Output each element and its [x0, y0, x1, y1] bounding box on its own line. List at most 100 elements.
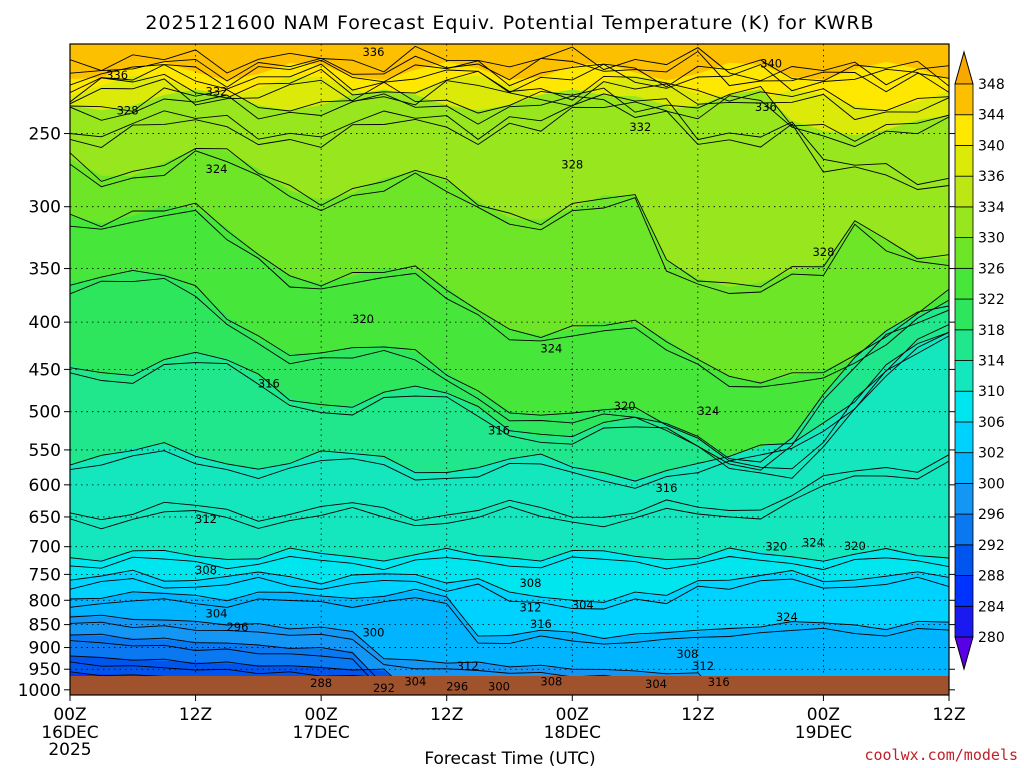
y-tick-label: 500: [29, 403, 61, 423]
colorbar-label: 330: [978, 231, 1005, 247]
y-tick-label: 650: [29, 508, 61, 528]
contour-line: [70, 555, 949, 571]
x-tick-label: 12Z: [179, 705, 212, 725]
contour-line: [70, 59, 949, 88]
contour-label: 296: [446, 680, 468, 694]
contour-label: 304: [206, 607, 228, 621]
contour-label: 332: [629, 120, 651, 134]
contour-line: [70, 640, 405, 695]
colorbar-segment: [954, 482, 974, 515]
contour-label: 292: [373, 681, 395, 695]
contour-label: 300: [488, 680, 510, 694]
contour-label: 312: [519, 601, 541, 615]
contour-line: [70, 331, 949, 482]
contour-line: [70, 68, 949, 112]
contour-line: [70, 655, 413, 695]
colorbar-label: 296: [978, 507, 1005, 523]
y-tick-label: 350: [29, 260, 61, 280]
y-tick-label: 300: [29, 198, 61, 218]
contour-label: 336: [106, 68, 128, 82]
colorbar-segment: [954, 329, 974, 361]
colorbar-label: 344: [978, 108, 1005, 124]
contour-label: 336: [755, 100, 777, 114]
contour-label: 332: [206, 84, 228, 98]
contour-label: 316: [708, 675, 730, 689]
contour-labels: 336 336 340 332 328 336 332 328 324 328 320 324 316 3…: [106, 45, 866, 695]
x-tick-date: 18DEC: [544, 723, 601, 743]
credit-link[interactable]: coolwx.com/models: [864, 746, 1018, 764]
colorbar-segment: [954, 145, 974, 177]
colorbar-label: 300: [978, 476, 1005, 492]
contour-label: 312: [457, 659, 479, 673]
contour-label: 316: [258, 376, 280, 390]
colorbar-segment: [954, 513, 974, 546]
contour-line: [70, 621, 716, 695]
contour-line: [70, 614, 720, 695]
x-tick-label: 00Z: [305, 705, 338, 725]
y-tick-label: 600: [29, 476, 61, 496]
y-tick-label: 850: [29, 616, 61, 636]
contour-label: 324: [776, 610, 798, 624]
contour-label: 320: [614, 399, 636, 413]
x-tick-label: 12Z: [932, 705, 965, 725]
contour-line: [70, 81, 949, 142]
contour-label: 308: [540, 674, 562, 688]
colorbar-label: 302: [978, 446, 1005, 462]
x-axis-label: Forecast Time (UTC): [424, 749, 595, 768]
contour-line: [70, 547, 949, 562]
colorbar-label: 318: [978, 323, 1005, 339]
x-tick-label: 12Z: [430, 705, 463, 725]
contour-label: 304: [572, 598, 594, 612]
contour-label: 324: [540, 341, 562, 355]
contour-line: [70, 576, 949, 610]
colorbar-segment: [954, 360, 974, 392]
color-bands: [70, 44, 949, 695]
colorbar-label: 292: [978, 538, 1005, 554]
contour-label: 320: [844, 539, 866, 553]
contour-line: [70, 460, 949, 530]
contour-line: [70, 101, 949, 190]
x-tick-date: 19DEC: [795, 723, 852, 743]
y-axis-ticks: 250 300 350 400 450 500 550 600 650 700 750 800 850 9…: [18, 125, 955, 701]
colorbar-segment: [954, 206, 974, 239]
contour-line: [70, 305, 949, 463]
colorbar-segment: [954, 575, 974, 607]
x-tick-date: 17DEC: [292, 723, 349, 743]
plot-area: [70, 44, 949, 695]
colorbar-label: 284: [978, 599, 1005, 615]
contour-line: [70, 148, 949, 288]
contour-label: 320: [765, 540, 787, 554]
y-tick-label: 900: [29, 639, 61, 659]
colorbar-segment: [954, 298, 974, 331]
x-tick-date: 16DEC: [41, 723, 98, 743]
colorbar-segment: [954, 390, 974, 423]
contour-label: 324: [697, 404, 719, 418]
y-tick-label: 950: [29, 660, 61, 680]
x-tick-label: 00Z: [556, 705, 589, 725]
contour-label: 312: [195, 512, 217, 526]
colorbar-label: 326: [978, 261, 1005, 277]
contour-label: 324: [802, 536, 824, 550]
chart-title: 2025121600 NAM Forecast Equiv. Potential…: [145, 12, 874, 34]
colorbar-segment: [954, 237, 974, 269]
contour-label: 320: [352, 312, 374, 326]
contour-label: 308: [195, 563, 217, 577]
colorbar-arrow-top: [954, 50, 974, 85]
colorbar-label: 314: [978, 354, 1005, 370]
y-tick-label: 250: [29, 125, 61, 145]
y-tick-label: 750: [29, 565, 61, 585]
colorbar-segment: [954, 452, 974, 484]
contour-line: [70, 93, 949, 186]
contour-label: 316: [655, 481, 677, 495]
contour-label: 296: [226, 620, 248, 634]
contour-label: 304: [404, 674, 426, 688]
contour-line: [70, 309, 949, 471]
colorbar-label: 310: [978, 384, 1005, 400]
contour-line: [70, 50, 949, 93]
contour-label: 328: [117, 103, 139, 117]
contour-label: 316: [488, 423, 510, 437]
colorbar-segment: [954, 267, 974, 300]
contour-label: 308: [519, 576, 541, 590]
colorbar-segment: [954, 421, 974, 454]
